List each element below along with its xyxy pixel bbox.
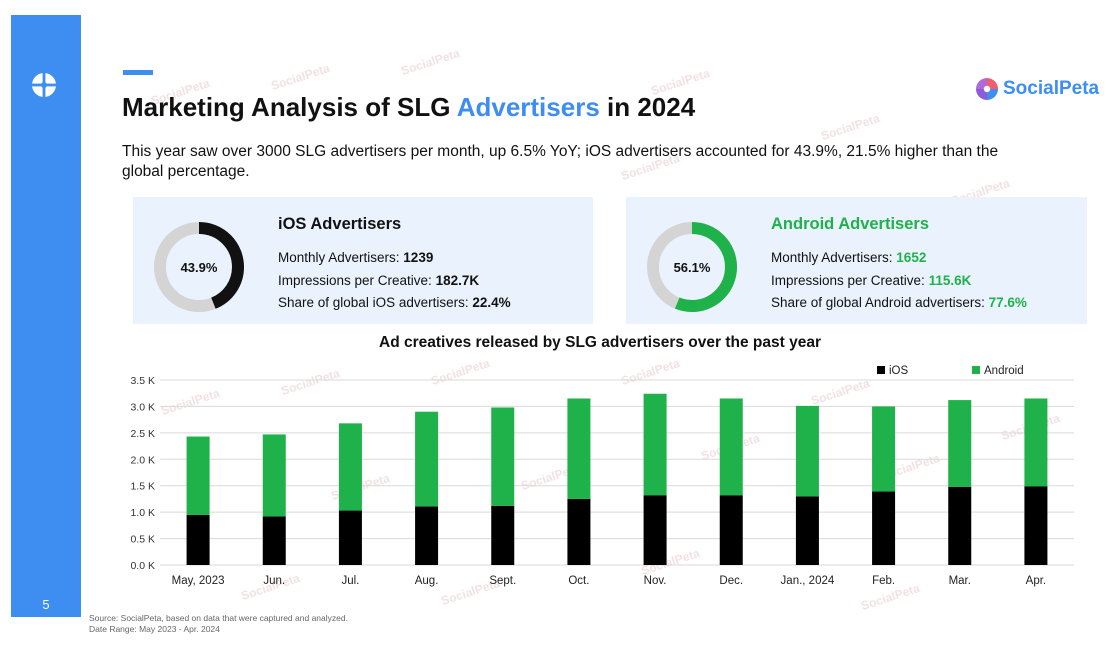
date-range-note: Date Range: May 2023 - Apr. 2024 [89, 624, 220, 634]
bar-ios [338, 510, 362, 565]
android-stat-row: Share of global Android advertisers: 77.… [771, 292, 1027, 315]
bar-ios [795, 496, 819, 565]
bar-android [1024, 398, 1048, 487]
bar-ios [872, 491, 896, 565]
android-share-arc [647, 222, 737, 312]
stat-label: Share of global iOS advertisers: [278, 295, 473, 310]
bar-android [948, 400, 972, 487]
stat-label: Impressions per Creative: [278, 272, 436, 288]
sidebar: 5 [11, 15, 81, 617]
stat-value: 22.4% [472, 295, 511, 310]
legend-label: iOS [889, 365, 909, 377]
bar-ios [567, 498, 591, 565]
ad-creatives-bar-chart: Ad creatives released by SLG advertisers… [130, 334, 1074, 587]
y-tick-label: 2.0 K [130, 454, 155, 466]
x-tick-label: May, 2023 [172, 575, 225, 587]
bar-ios [491, 505, 515, 565]
ios-card-title: iOS Advertisers [278, 215, 402, 233]
y-tick-label: 1.5 K [130, 481, 155, 493]
bar-android [643, 393, 667, 496]
android-stat-row: Impressions per Creative: 115.6K [771, 270, 1027, 293]
x-tick-label: Sept. [489, 575, 516, 587]
watermark-text: SocialPeta [269, 60, 332, 94]
stat-label: Share of global Android advertisers: [771, 295, 989, 310]
x-tick-label: Feb. [872, 575, 895, 587]
bar-android [262, 434, 286, 517]
android-advertisers-card: 56.1% Android Advertisers Monthly Advert… [626, 197, 1087, 324]
title-highlight: Advertisers [456, 92, 600, 122]
y-tick-label: 1.0 K [130, 507, 155, 519]
ios-advertisers-card: 43.9% iOS Advertisers Monthly Advertiser… [133, 197, 593, 324]
title-accent-bar [123, 70, 153, 75]
x-tick-label: Aug. [415, 575, 439, 587]
stat-label: Monthly Advertisers: [278, 250, 404, 265]
ios-stat-row: Monthly Advertisers: 1239 [278, 247, 511, 270]
legend-swatch [972, 366, 980, 374]
stat-value: 1652 [896, 250, 927, 265]
x-tick-label: Jan., 2024 [781, 575, 835, 587]
bar-ios [186, 514, 210, 565]
brand-name: SocialPeta [1003, 78, 1100, 99]
legend-swatch [877, 366, 885, 374]
subtitle: This year saw over 3000 SLG advertisers … [122, 143, 999, 180]
bar-android [567, 398, 591, 499]
y-tick-label: 3.0 K [130, 401, 155, 413]
android-card-title: Android Advertisers [771, 215, 930, 233]
android-stat-row: Monthly Advertisers: 1652 [771, 247, 1027, 270]
chart-title: Ad creatives released by SLG advertisers… [379, 334, 821, 351]
page-number: 5 [42, 597, 50, 612]
footer-source: Source: SocialPeta, based on data that w… [89, 613, 348, 635]
bar-ios [1024, 486, 1048, 565]
x-tick-label: Jun. [263, 575, 285, 587]
bar-ios [415, 506, 439, 565]
legend-label: Android [984, 365, 1024, 377]
source-note: Source: SocialPeta, based on data that w… [89, 613, 348, 623]
ios-stats: Monthly Advertisers: 1239 Impressions pe… [278, 247, 511, 315]
bar-android [795, 405, 819, 497]
bar-ios [262, 516, 286, 565]
bar-android [186, 436, 210, 515]
stat-value: 182.7K [435, 272, 480, 288]
page-title: Marketing Analysis of SLG Advertisers in… [122, 92, 695, 123]
brand-logo: SocialPeta [975, 77, 1099, 101]
ios-stat-row: Share of global iOS advertisers: 22.4% [278, 292, 511, 315]
watermark-text: SocialPeta [819, 110, 882, 144]
ios-share-donut [154, 222, 244, 312]
ios-stat-row: Impressions per Creative: 182.7K [278, 270, 511, 293]
x-tick-label: Nov. [644, 575, 667, 587]
stat-value: 77.6% [988, 295, 1027, 310]
bar-android [719, 398, 743, 496]
x-tick-label: Jul. [341, 575, 359, 587]
socialpeta-logo-icon [976, 78, 998, 100]
bar-android [491, 407, 515, 506]
stat-label: Impressions per Creative: [771, 272, 929, 288]
title-part1: Marketing Analysis of SLG [122, 92, 457, 122]
stat-label: Monthly Advertisers: [771, 250, 897, 265]
android-share-donut [647, 222, 737, 312]
stat-value: 1239 [403, 250, 434, 265]
bar-android [872, 406, 896, 492]
bar-ios [719, 495, 743, 565]
bar-ios [643, 495, 667, 565]
x-tick-label: Oct. [568, 575, 589, 587]
android-stats: Monthly Advertisers: 1652 Impressions pe… [771, 247, 1027, 315]
ios-share-arc [154, 222, 244, 312]
y-tick-label: 2.5 K [130, 428, 155, 440]
bar-android [415, 411, 439, 507]
android-percent: 56.1% [673, 259, 711, 275]
pie-logo-icon [31, 72, 57, 98]
bar-android [338, 423, 362, 511]
y-tick-label: 3.5 K [130, 375, 155, 387]
stat-value: 115.6K [928, 272, 972, 288]
y-tick-label: 0.0 K [130, 560, 155, 572]
y-tick-label: 0.5 K [130, 534, 155, 546]
x-tick-label: Mar. [949, 575, 971, 587]
x-tick-label: Dec. [719, 575, 743, 587]
title-part2: in 2024 [599, 92, 696, 122]
x-tick-label: Apr. [1026, 575, 1046, 587]
bar-ios [948, 486, 972, 565]
watermark-text: SocialPeta [399, 45, 462, 79]
ios-percent: 43.9% [180, 259, 218, 275]
